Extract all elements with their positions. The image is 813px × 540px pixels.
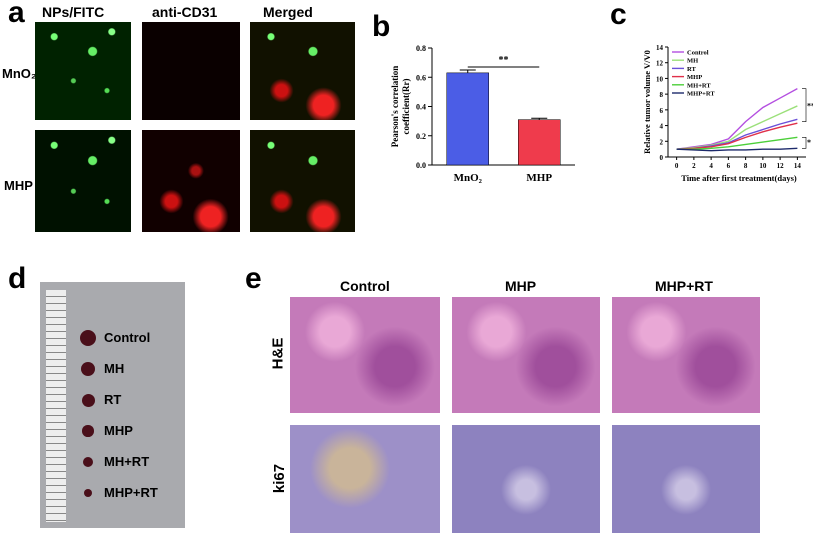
x-axis-label: Time after first treatment(days) (681, 173, 797, 183)
series-line (676, 118, 798, 150)
series-line (676, 88, 798, 150)
micrograph (290, 425, 440, 533)
series-line (676, 122, 798, 150)
annotation: * (807, 138, 811, 147)
micrograph (250, 22, 355, 120)
y-tick-label: 0.4 (416, 103, 426, 112)
y-tick-label: 14 (656, 44, 664, 52)
y-axis-label: coefficient(Rr) (401, 79, 411, 135)
panel-label: d (8, 262, 27, 295)
x-tick-label: 2 (692, 162, 696, 170)
bar (518, 119, 561, 166)
tumor (80, 330, 96, 346)
y-tick-label: 0 (660, 154, 664, 162)
legend-label: MH (687, 58, 698, 65)
micrograph (142, 22, 240, 120)
sample-label: RT (104, 392, 122, 407)
panel-label: b (372, 10, 391, 43)
legend-label: MHP (687, 74, 702, 81)
column-header: anti-CD31 (152, 4, 218, 20)
x-tick-label: 14 (794, 162, 802, 170)
micrograph (612, 297, 760, 413)
bar (446, 72, 489, 166)
legend-label: MHP+RT (687, 91, 715, 98)
y-tick-label: 4 (660, 123, 664, 131)
tumor (83, 457, 93, 467)
column-header: MHP+RT (655, 278, 713, 294)
column-header: NPs/FITC (42, 4, 105, 20)
y-tick-label: 2 (660, 138, 664, 146)
ruler (46, 290, 66, 522)
micrograph (142, 130, 240, 232)
micrograph (290, 297, 440, 413)
x-tick-label: 6 (727, 162, 731, 170)
series-line (676, 105, 798, 150)
row-header: MnO₂ (2, 66, 37, 81)
micrograph (250, 130, 355, 232)
legend-label: MH+RT (687, 82, 711, 89)
column-header: Control (340, 278, 390, 294)
tumor (80, 361, 96, 377)
x-tick-label: 0 (675, 162, 679, 170)
x-tick-label: 8 (744, 162, 748, 170)
legend-label: Control (687, 50, 709, 57)
micrograph (452, 425, 600, 533)
column-header: Merged (263, 4, 313, 20)
micrograph (35, 22, 131, 120)
sample-label: MHP+RT (104, 485, 158, 500)
x-tick-label: MnO₂ (454, 172, 483, 184)
x-tick-label: 10 (759, 162, 767, 170)
panel-label: a (8, 0, 25, 29)
x-tick-label: MHP (526, 172, 552, 184)
sample-label: MH (104, 361, 125, 376)
panel-label: c (610, 0, 627, 31)
tumor (81, 393, 95, 407)
y-tick-label: 8 (660, 91, 664, 99)
panel-label: e (245, 262, 262, 295)
sample-label: MHP (104, 423, 133, 438)
micrograph (35, 130, 131, 232)
tumor (82, 425, 94, 437)
x-tick-label: 12 (777, 162, 785, 170)
annotation: ** (499, 55, 509, 66)
error-bar (459, 69, 476, 73)
y-tick-label: 0.2 (416, 132, 426, 141)
y-tick-label: 0.0 (416, 161, 426, 170)
y-tick-label: 0.8 (416, 44, 426, 53)
y-tick-label: 0.6 (416, 73, 426, 82)
bracket (802, 88, 807, 149)
x-tick-label: 4 (709, 162, 713, 170)
sample-label: Control (104, 330, 151, 345)
error-bar (531, 117, 548, 120)
tumor (83, 488, 93, 498)
series-line (676, 136, 798, 150)
y-tick-label: 6 (660, 107, 664, 115)
y-axis-label: Pearson's correlation (390, 66, 400, 148)
sample-label: MH+RT (104, 454, 150, 469)
y-axis-label: Relative tumor volume V/V0 (642, 50, 652, 154)
micrograph (452, 297, 600, 413)
column-header: MHP (505, 278, 537, 294)
y-tick-label: 10 (656, 75, 664, 83)
series-line (676, 147, 798, 152)
micrograph (612, 425, 760, 533)
annotation: ** (807, 101, 813, 110)
y-tick-label: 12 (656, 60, 664, 68)
legend-label: RT (687, 66, 696, 73)
row-header: MHP (4, 178, 33, 193)
